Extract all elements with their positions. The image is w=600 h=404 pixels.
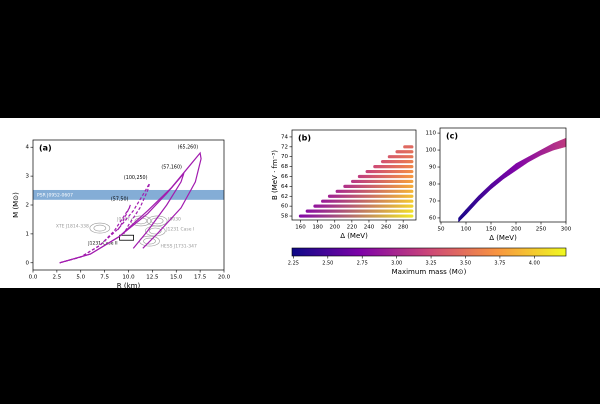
x-tick-label: 260 — [381, 225, 392, 231]
y-tick-label: 100 — [426, 148, 437, 154]
contour-label: XTE J1814-338 — [56, 224, 89, 230]
y-tick-label: 72 — [281, 144, 288, 150]
colorbar-tick-label: 3.25 — [425, 261, 436, 267]
curve-label: (57,160) — [161, 165, 182, 171]
colorbar-tick-label: 2.50 — [322, 261, 333, 267]
row — [327, 194, 414, 198]
colorbar-tick-label: 2.75 — [357, 261, 368, 267]
contour-box — [119, 234, 134, 241]
band — [33, 189, 224, 200]
contour — [143, 237, 156, 245]
band-label: PSR J0952-0607 — [37, 192, 73, 198]
plot-frame — [439, 127, 567, 223]
colorbar — [291, 247, 567, 257]
row — [335, 189, 414, 193]
x-tick-label: 240 — [364, 225, 375, 231]
x-axis-label: Δ (MeV) — [340, 232, 368, 240]
y-tick-label: 66 — [281, 174, 288, 180]
y-tick-label: 0 — [26, 260, 30, 266]
x-tick-label: 2.5 — [53, 275, 62, 281]
x-tick-label: 200 — [330, 225, 341, 231]
y-tick-label: 68 — [281, 164, 288, 170]
x-tick-label: 220 — [347, 225, 358, 231]
row — [343, 184, 414, 188]
colorbar-tick-label: 3.00 — [391, 261, 402, 267]
contour — [93, 224, 107, 232]
y-tick-label: 60 — [281, 204, 288, 210]
x-tick-label: 0.0 — [29, 275, 38, 281]
colorbar-label: Maximum mass (M⊙) — [392, 268, 467, 276]
colorbar-tick-label: 3.75 — [494, 261, 505, 267]
contour-label: HESS J1731-347 — [161, 244, 197, 250]
x-tick-label: 15.0 — [170, 275, 183, 281]
colorbar-tick-label: 2.25 — [288, 261, 299, 267]
y-tick-label: 58 — [281, 214, 288, 220]
x-tick-label: 150 — [486, 227, 497, 233]
x-tick-label: 10.0 — [122, 275, 135, 281]
curve-label: (57,50) — [111, 197, 129, 203]
row — [351, 179, 414, 184]
row — [357, 174, 414, 179]
plot-frame — [291, 129, 417, 221]
panel-label: (c) — [446, 132, 458, 141]
row — [380, 160, 414, 164]
x-tick-label: 300 — [561, 227, 572, 233]
y-axis-label: M (M⊙) — [12, 192, 20, 218]
row — [403, 145, 414, 149]
y-tick-label: 2 — [26, 203, 30, 209]
row — [298, 214, 414, 218]
x-tick-label: 250 — [536, 227, 547, 233]
y-tick-label: 74 — [281, 134, 288, 140]
x-tick-label: 5.0 — [76, 275, 85, 281]
y-tick-label: 70 — [429, 198, 436, 204]
row — [313, 204, 414, 208]
x-tick-label: 280 — [398, 225, 409, 231]
y-tick-label: 1 — [26, 231, 30, 237]
row — [305, 209, 414, 213]
x-tick-label: 7.5 — [100, 275, 109, 281]
x-tick-label: 160 — [295, 225, 306, 231]
mr-curve — [59, 204, 131, 264]
x-axis-label: Δ (MeV) — [489, 234, 517, 242]
y-tick-label: 110 — [426, 131, 437, 137]
panel-label: (b) — [298, 134, 311, 143]
contour — [148, 227, 162, 235]
y-tick-label: 4 — [26, 145, 30, 151]
row — [373, 164, 414, 169]
figure-area — [0, 118, 600, 288]
row — [395, 150, 414, 154]
x-tick-label: 50 — [438, 227, 445, 233]
x-tick-label: 17.5 — [194, 275, 207, 281]
y-tick-label: 62 — [281, 194, 288, 200]
row — [365, 169, 414, 174]
curve-label: (100,250) — [124, 175, 148, 181]
x-axis-label: R (km) — [117, 282, 141, 290]
x-tick-label: 180 — [312, 225, 323, 231]
curve-label: (65,260) — [178, 145, 199, 151]
plot-frame — [32, 139, 225, 271]
y-tick-label: 60 — [429, 215, 436, 221]
panel-label: (a) — [39, 144, 52, 153]
y-tick-label: 64 — [281, 184, 288, 190]
x-tick-label: 12.5 — [146, 275, 159, 281]
contour-label: J1231 Case I — [165, 227, 194, 233]
contour-label: J0030 — [167, 216, 181, 222]
contour — [89, 222, 111, 234]
x-tick-label: 200 — [511, 227, 522, 233]
x-tick-label: 100 — [461, 227, 472, 233]
colorbar-tick-label: 4.00 — [529, 261, 540, 267]
mr-curve — [59, 172, 185, 264]
y-tick-label: 3 — [26, 174, 30, 180]
y-tick-label: 90 — [429, 165, 436, 171]
y-axis-label: B (MeV · fm⁻³) — [271, 150, 279, 200]
colorbar-tick-label: 3.50 — [460, 261, 471, 267]
y-tick-label: 70 — [281, 154, 288, 160]
y-tick-label: 80 — [429, 181, 436, 187]
row — [387, 155, 414, 159]
x-tick-label: 20.0 — [218, 275, 231, 281]
row — [321, 199, 414, 203]
